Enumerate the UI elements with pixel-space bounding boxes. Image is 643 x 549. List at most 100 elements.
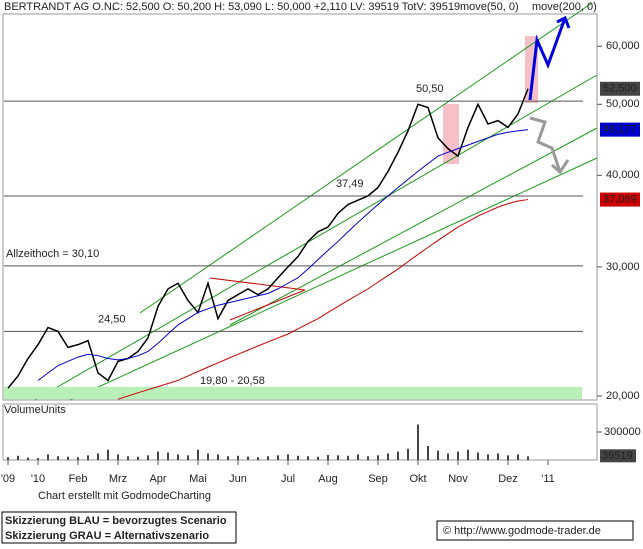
volume-bar <box>497 453 499 460</box>
x-tick-label: Mrz <box>109 473 127 485</box>
footer: Chart erstellt mit GodmodeCharting <box>38 490 211 502</box>
volume-bar <box>527 456 529 460</box>
note-box <box>1 511 237 544</box>
price-box-label: 37,069 <box>603 193 637 205</box>
volume-bar <box>517 454 519 460</box>
volume-bar <box>277 455 279 460</box>
volume-bar <box>357 454 359 460</box>
volume-bar <box>247 456 249 460</box>
drawings <box>34 2 598 401</box>
volume-bar <box>397 451 399 460</box>
price-line <box>37 129 529 381</box>
volume-bar <box>167 452 169 460</box>
price-line <box>117 199 529 400</box>
price-box <box>600 81 640 96</box>
note: Skizzierung GRAU = Alternativszenario <box>5 530 209 542</box>
volume-bar <box>467 449 469 460</box>
volume-bar <box>87 455 89 460</box>
x-tick-label: Apr <box>149 473 166 485</box>
volume-bar <box>327 454 329 460</box>
price-box-label: 46,177 <box>603 124 637 136</box>
level-label: 24,50 <box>98 313 126 325</box>
x-tick-label: Feb <box>69 473 88 485</box>
volume-bar <box>97 453 99 460</box>
volume-bar <box>137 456 139 460</box>
volume-bar <box>17 455 19 460</box>
volume-bar <box>297 455 299 460</box>
triangle-line <box>209 277 306 291</box>
price-box <box>600 192 640 207</box>
x-tick-label: Aug <box>318 473 338 485</box>
price-panel <box>2 13 598 401</box>
source[interactable]: © http://www.godmode-trader.de <box>443 525 601 537</box>
volume-label: VolumeUnits <box>4 404 66 416</box>
volume-bar <box>417 424 419 460</box>
volume-bar <box>127 456 129 460</box>
trend-line <box>139 2 593 314</box>
volume-bar <box>507 455 509 460</box>
scenario-gray <box>529 116 562 173</box>
volume-bar <box>237 455 239 460</box>
zone-label: 19,80 - 20,58 <box>200 375 265 387</box>
triangle-line <box>229 289 306 321</box>
volume-tick-label: 300000 <box>604 426 641 438</box>
y-tick-label: 50,000 <box>606 98 640 110</box>
x-tick-label: '09 <box>1 473 15 485</box>
price-line <box>7 88 529 389</box>
price-box-label: 52,500 <box>603 83 637 95</box>
volume-bar <box>427 446 429 460</box>
x-tick-label: '11 <box>541 473 555 485</box>
volume-bar <box>157 451 159 460</box>
price-box <box>600 122 640 137</box>
volume-panel <box>2 403 598 461</box>
volume-bar <box>7 457 9 460</box>
x-tick-label: Nov <box>448 473 468 485</box>
y-tick-label: 20,000 <box>606 390 640 402</box>
volume-box <box>600 449 636 463</box>
volume-bar <box>37 458 39 460</box>
volume-bar <box>217 454 219 460</box>
trend-line <box>229 127 598 326</box>
x-tick-label: Okt <box>409 473 426 485</box>
trend-line <box>34 74 598 401</box>
x-tick-label: Jun <box>229 473 247 485</box>
volume-bar <box>47 454 49 460</box>
scenario-blue <box>528 17 567 101</box>
volume-bar <box>437 450 439 460</box>
volume-bar <box>67 456 69 460</box>
source-box <box>436 520 634 541</box>
x-tick-label: Sep <box>368 473 388 485</box>
volume-bar <box>77 457 79 460</box>
volume-bar <box>197 449 199 460</box>
volume-bar <box>287 454 289 460</box>
volume-bar <box>487 454 489 460</box>
volume-bar <box>337 455 339 460</box>
volume-bar <box>267 456 269 460</box>
volume-bar <box>27 457 29 460</box>
volume-bar <box>377 455 379 460</box>
x-tick-label: Jul <box>281 473 295 485</box>
note: Skizzierung BLAU = bevorzugtes Scenario <box>5 515 227 527</box>
y-tick-label: 60,000 <box>606 40 640 52</box>
legend-entry: move(200, 0) <box>532 1 597 13</box>
volume-bar <box>307 456 309 460</box>
volume-bar <box>367 456 369 460</box>
x-tick-label: Dez <box>498 473 518 485</box>
chart-title: BERTRANDT AG O.N. <box>4 1 115 13</box>
trend-line <box>69 157 598 401</box>
volume-bar <box>187 455 189 460</box>
volume-bar <box>207 453 209 460</box>
level-label: 50,50 <box>416 83 444 95</box>
x-tick-label: Mai <box>189 473 207 485</box>
x-tick-label: '10 <box>31 473 45 485</box>
volume-bar <box>177 454 179 460</box>
support-zone <box>4 386 582 400</box>
volume-bar <box>477 452 479 460</box>
volume-bar <box>457 451 459 460</box>
volume-bar <box>117 454 119 460</box>
volume-box-label: 39519 <box>602 450 633 462</box>
volume-bar <box>257 457 259 460</box>
volume-bar <box>447 453 449 460</box>
level-label: 37,49 <box>336 178 364 190</box>
